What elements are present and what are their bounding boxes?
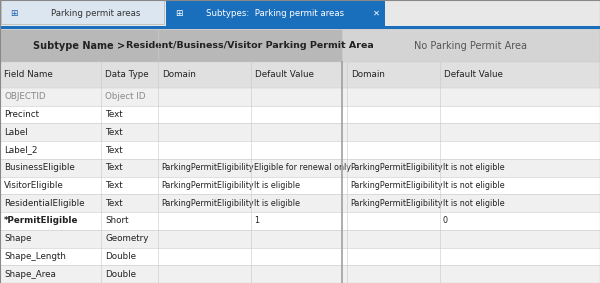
Text: ParkingPermitEligibility: ParkingPermitEligibility [161,181,253,190]
Text: Domain: Domain [162,70,196,80]
Text: ⊞: ⊞ [11,8,18,18]
Text: It is not eligible: It is not eligible [443,163,505,172]
Text: Parking permit areas: Parking permit areas [51,8,140,18]
Text: ResidentialEligible: ResidentialEligible [4,199,85,208]
Text: Data Type: Data Type [105,70,149,80]
Text: Label: Label [4,128,28,137]
Text: It is eligible: It is eligible [254,199,300,208]
Text: Resident/Business/Visitor Parking Permit Area: Resident/Business/Visitor Parking Permit… [126,41,374,50]
Bar [0,141,600,159]
Text: ⊞: ⊞ [176,8,183,18]
Text: Shape_Length: Shape_Length [4,252,66,261]
Text: Double: Double [105,270,136,279]
Text: ParkingPermitEligibility: ParkingPermitEligibility [161,163,253,172]
Bar [0,29,342,62]
Text: Field Name: Field Name [4,70,53,80]
Text: ParkingPermitEligibility: ParkingPermitEligibility [350,199,442,208]
Text: 1: 1 [254,216,259,226]
Text: Text: Text [105,145,122,155]
Bar [0,248,600,265]
Text: Text: Text [105,199,122,208]
Text: Default Value: Default Value [444,70,503,80]
Bar [0,177,600,194]
Bar [0,62,600,88]
Text: ParkingPermitEligibility: ParkingPermitEligibility [350,163,442,172]
Text: ✕: ✕ [373,8,380,18]
Text: No Parking Permit Area: No Parking Permit Area [415,41,527,51]
Text: Subtype Name >: Subtype Name > [33,41,125,51]
Text: Object ID: Object ID [105,92,146,101]
Bar [166,0,385,26]
Text: 0: 0 [443,216,448,226]
Bar [0,0,600,26]
Text: Eligible for renewal only: Eligible for renewal only [254,163,351,172]
Text: Precinct: Precinct [4,110,39,119]
Text: ParkingPermitEligibility: ParkingPermitEligibility [350,181,442,190]
Text: *PermitEligible: *PermitEligible [4,216,79,226]
Text: Shape: Shape [4,234,32,243]
Bar [1,0,164,24]
Text: Label_2: Label_2 [4,145,38,155]
Text: It is not eligible: It is not eligible [443,199,505,208]
Text: ParkingPermitEligibility: ParkingPermitEligibility [161,199,253,208]
Bar [342,29,600,62]
Text: Text: Text [105,128,122,137]
Bar [0,159,600,177]
Text: Shape_Area: Shape_Area [4,270,56,279]
Text: BusinessEligible: BusinessEligible [4,163,75,172]
Bar [0,88,600,106]
Text: Text: Text [105,181,122,190]
Text: Short: Short [105,216,128,226]
Text: Double: Double [105,252,136,261]
Text: Subtypes:  Parking permit areas: Subtypes: Parking permit areas [206,8,344,18]
Bar [0,230,600,248]
Text: It is not eligible: It is not eligible [443,181,505,190]
Text: VisitorEligible: VisitorEligible [4,181,64,190]
Text: Domain: Domain [351,70,385,80]
Text: It is eligible: It is eligible [254,181,300,190]
Bar [0,123,600,141]
Bar [0,265,600,283]
Text: Text: Text [105,110,122,119]
Bar [0,106,600,123]
Text: Default Value: Default Value [255,70,314,80]
Bar [0,194,600,212]
Text: Text: Text [105,163,122,172]
Bar [0,212,600,230]
Text: OBJECTID: OBJECTID [4,92,46,101]
Text: Geometry: Geometry [105,234,148,243]
Bar [0,26,600,29]
